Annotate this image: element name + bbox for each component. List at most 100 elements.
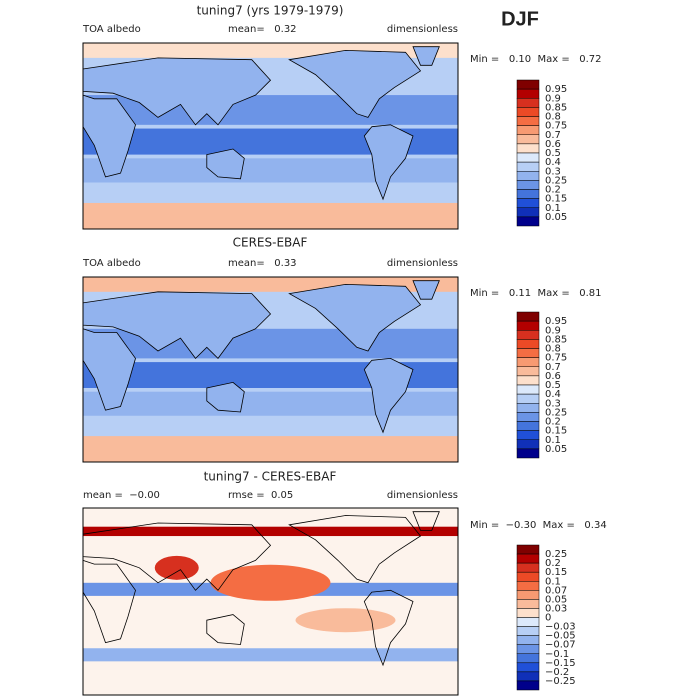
colorbar-box (516, 375, 540, 386)
header-center: mean= 0.32 (228, 24, 297, 35)
colorbar-label: 0.5 (545, 380, 561, 391)
colorbar-label: 0.1 (545, 203, 561, 214)
continent (206, 381, 245, 413)
colorbar-box (516, 608, 540, 618)
anomaly (295, 608, 396, 633)
colorbar-label: 0.3 (545, 398, 561, 409)
colorbar-label: −0.15 (545, 658, 576, 669)
colorbar-label: 0.6 (545, 139, 561, 150)
colorbar-label: 0.05 (545, 594, 567, 605)
polar-band (83, 202, 458, 229)
header-left: TOA albedo (82, 258, 141, 269)
colorbar-label: 0.95 (545, 84, 567, 95)
colorbar-label: 0.7 (545, 362, 561, 373)
colorbar-label: 0.15 (545, 194, 567, 205)
continent (82, 291, 272, 360)
colorbar-box (516, 189, 540, 199)
colorbar-label: 0.85 (545, 102, 567, 113)
colorbar-box (516, 134, 540, 145)
continent (412, 280, 440, 300)
colorbar-label: 0.85 (545, 334, 567, 345)
anomaly (154, 555, 199, 580)
header-left: mean = −0.00 (83, 490, 160, 501)
colorbar-box (516, 671, 540, 682)
colorbar-label: 0.1 (545, 576, 561, 587)
colorbar-box (516, 357, 540, 367)
panel-title: tuning7 - CERES-EBAF (204, 470, 337, 484)
colorbar-box (516, 143, 540, 154)
continent (288, 49, 422, 118)
colorbar-label: 0.25 (545, 549, 567, 560)
colorbar-label: −0.25 (545, 676, 576, 687)
colorbar-box (516, 98, 540, 108)
colorbar-box (516, 207, 540, 218)
colorbar-box (516, 125, 540, 135)
map (82, 276, 459, 463)
colorbar-box (516, 320, 540, 331)
colorbar-label: 0.4 (545, 389, 561, 400)
colorbar-box (516, 581, 540, 591)
colorbar-box (516, 152, 540, 163)
continent (82, 522, 272, 591)
polar-band (83, 526, 458, 537)
map-frame (82, 276, 459, 463)
colorbar-box (516, 348, 540, 358)
panel-title: tuning7 (yrs 1979-1979) (197, 4, 344, 18)
colorbar-label: −0.03 (545, 622, 576, 633)
colorbar-box (516, 599, 540, 609)
colorbar-label: 0.8 (545, 344, 561, 355)
continent (82, 94, 136, 178)
colorbar-box (516, 403, 540, 413)
colorbar-box (516, 161, 540, 172)
min-max: Min = −0.30 Max = 0.34 (470, 520, 607, 531)
colorbar-label: 0.9 (545, 325, 561, 336)
continent (288, 515, 422, 584)
colorbar-box (516, 653, 540, 664)
continent (82, 57, 272, 126)
colorbar-box (516, 590, 540, 600)
colorbar-label: 0.5 (545, 148, 561, 159)
colorbar-label: 0.07 (545, 585, 567, 596)
colorbar-label: 0.3 (545, 166, 561, 177)
colorbar-box (516, 635, 540, 645)
map-frame (82, 507, 459, 696)
colorbar-label: 0.25 (545, 407, 567, 418)
colorbar-box (516, 644, 540, 654)
colorbar-box (516, 216, 540, 227)
colorbar-label: −0.07 (545, 640, 576, 651)
continent (363, 124, 414, 201)
colorbar-box (516, 393, 540, 404)
colorbar-box (516, 448, 540, 459)
colorbar-label: 0.2 (545, 417, 561, 428)
min-max: Min = 0.10 Max = 0.72 (470, 54, 602, 65)
polar-band (83, 436, 458, 462)
colorbar-label: 0.8 (545, 112, 561, 123)
colorbar-label: 0 (545, 613, 551, 624)
colorbar-box (516, 430, 540, 440)
colorbar-label: 0.75 (545, 121, 567, 132)
colorbar-box (516, 439, 540, 450)
colorbar-box (516, 366, 540, 377)
colorbar-box (516, 330, 540, 340)
continent (206, 148, 245, 180)
header-right: dimensionless (387, 490, 458, 501)
min-max: Min = 0.11 Max = 0.81 (470, 288, 602, 299)
panel-title: CERES-EBAF (233, 236, 308, 250)
colorbar-label: −0.05 (545, 631, 576, 642)
continent (412, 511, 440, 531)
anomaly (210, 564, 331, 601)
colorbar-box (516, 339, 540, 349)
colorbar-box (516, 412, 540, 422)
map-background (83, 508, 458, 695)
colorbar-label: 0.05 (545, 212, 567, 223)
colorbar-label: −0.1 (545, 649, 569, 660)
continent (206, 614, 245, 645)
colorbar-label: 0.15 (545, 567, 567, 578)
header-left: TOA albedo (82, 24, 141, 35)
colorbar-label: 0.4 (545, 157, 561, 168)
colorbar-box (516, 617, 540, 627)
colorbar-box (516, 421, 540, 431)
colorbar-box (516, 571, 540, 582)
colorbar-box (516, 116, 540, 126)
